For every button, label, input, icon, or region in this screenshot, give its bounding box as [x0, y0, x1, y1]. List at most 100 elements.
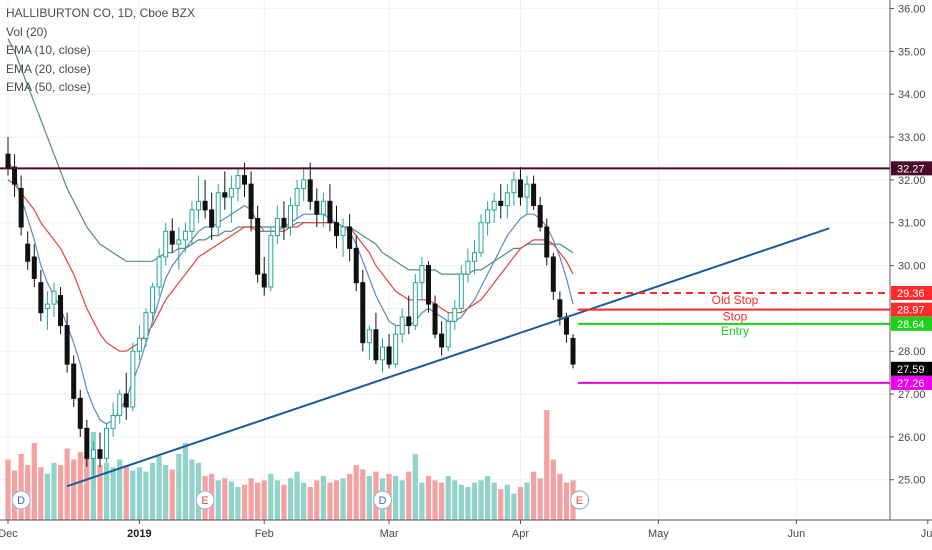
candle-body	[445, 320, 451, 348]
candle	[228, 175, 234, 223]
candle	[517, 167, 523, 206]
candle-body	[64, 325, 70, 365]
candle-body	[44, 303, 50, 309]
candle-body	[294, 187, 300, 207]
candle-body	[51, 290, 57, 305]
volume-bar	[176, 454, 182, 520]
volume-bar	[228, 481, 234, 520]
candle-body	[156, 256, 162, 288]
volume-bar	[136, 467, 142, 520]
candle	[471, 239, 477, 275]
candle-body	[570, 337, 576, 365]
candle	[498, 184, 504, 219]
candle-body	[399, 316, 405, 335]
candle	[51, 282, 57, 317]
volume-bar	[524, 482, 530, 520]
volume-bar	[235, 487, 241, 520]
x-tick-label: Dec	[0, 528, 18, 540]
volume-bar	[517, 487, 524, 520]
candle-body	[136, 337, 142, 352]
candle-body	[524, 183, 530, 198]
volume-bar	[360, 469, 366, 520]
grid	[0, 0, 929, 520]
candle	[373, 312, 379, 365]
event-marker: E	[569, 490, 590, 510]
volume-bar	[504, 484, 510, 520]
candle	[255, 205, 261, 283]
event-label: E	[576, 495, 583, 507]
volume-bar	[31, 443, 37, 520]
volume-bar	[366, 476, 372, 520]
candle-body	[347, 226, 353, 249]
level-price-tag-bg	[891, 161, 932, 176]
candle	[491, 192, 497, 223]
ema50-indicator-label[interactable]: EMA (50, close)	[6, 80, 91, 94]
candle-body	[38, 282, 44, 314]
candle-body	[281, 217, 287, 228]
vol-indicator-label[interactable]: Vol (20)	[6, 24, 48, 39]
candle-body	[182, 230, 188, 241]
candle	[143, 308, 149, 347]
volume-bar	[182, 443, 188, 520]
candle-body	[452, 307, 458, 322]
volume-bar	[491, 482, 497, 520]
level-price-tag-bg	[891, 285, 932, 300]
candle	[235, 167, 241, 202]
volume-bar	[248, 478, 254, 520]
candle	[570, 334, 576, 369]
event-circle	[195, 490, 215, 510]
volume-bar	[439, 482, 445, 520]
y-tick-label: 34.00	[898, 89, 926, 101]
event-circle	[372, 490, 393, 510]
volume-bar	[452, 480, 458, 520]
volume-bar	[498, 489, 504, 520]
candle	[379, 338, 385, 373]
candle	[104, 424, 110, 463]
candle-body	[439, 333, 445, 348]
candle-body	[209, 209, 215, 228]
level-price-tag: 28.64	[897, 319, 925, 331]
level-label: Old Stop	[712, 293, 759, 307]
volume-bar	[550, 459, 556, 520]
symbol-title[interactable]: HALLIBURTON CO, 1D, Cboe BZX	[6, 6, 195, 20]
candle-body	[419, 265, 425, 284]
volume-bar	[393, 476, 399, 520]
candle-body	[425, 265, 431, 305]
candle	[439, 321, 445, 356]
candle-body	[340, 226, 346, 237]
level-price-tag-bg	[891, 316, 932, 331]
candle-body	[327, 200, 333, 224]
x-tick-label: Jul	[921, 528, 932, 540]
candle	[156, 248, 162, 296]
volume-bar	[77, 451, 83, 520]
y-tick-label: 35.00	[898, 46, 926, 58]
ema20-indicator-label[interactable]: EMA (20, close)	[6, 61, 91, 76]
time-axis-bg	[0, 520, 932, 550]
volume-bar	[544, 410, 550, 520]
volume-bar	[163, 465, 169, 520]
candle	[412, 274, 418, 330]
y-tick-label: 36.00	[898, 4, 926, 16]
candle-body	[228, 187, 234, 198]
candle	[347, 214, 353, 262]
volume-bar	[51, 462, 57, 520]
event-label: E	[201, 495, 208, 507]
candle-body	[202, 200, 208, 211]
candle	[130, 342, 136, 412]
volume-bar	[241, 484, 248, 520]
candle	[320, 192, 326, 228]
level-price-tag-bg	[891, 375, 932, 390]
candle-body	[130, 350, 136, 408]
candle	[25, 231, 31, 270]
candle-body	[498, 200, 504, 207]
candle-body	[550, 256, 556, 292]
ema10-indicator-label[interactable]: EMA (10, close)	[6, 43, 91, 57]
candle-body	[84, 427, 90, 459]
candle	[248, 171, 254, 232]
candle	[288, 197, 294, 236]
candle	[176, 227, 182, 270]
last-price-tag: 27.59	[897, 364, 925, 376]
volume-bar	[327, 482, 333, 520]
volume-bar	[64, 448, 70, 520]
